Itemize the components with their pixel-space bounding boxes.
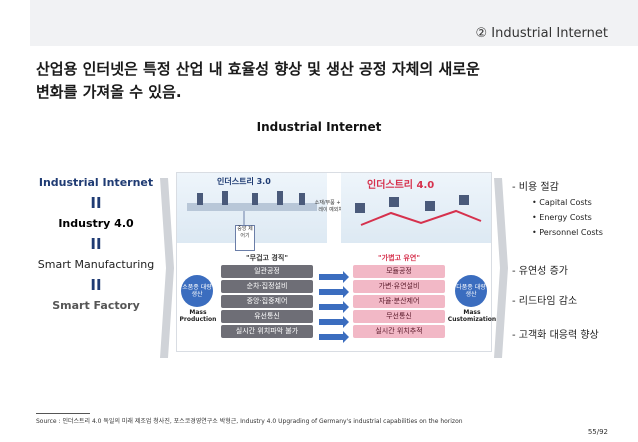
label-smart-factory: Smart Factory xyxy=(52,299,140,312)
central-controller: 중앙 제어기 xyxy=(235,225,255,251)
factory-4-0-scene: 인더스트리 4.0 xyxy=(341,173,491,243)
column-head-right: "가볍고 유연" xyxy=(378,254,420,262)
benefit-cost-reduction: - 비용 절감 xyxy=(512,182,559,193)
column-head-left: "무겁고 경직" xyxy=(246,254,288,262)
list-item: 순차·집정설비 xyxy=(221,280,313,293)
headline-line-2: 변화를 가져올 수 있음. xyxy=(36,83,182,101)
label-smart-manufacturing: Smart Manufacturing xyxy=(37,258,155,271)
industry-4-0-column: "가볍고 유연" 모듈공정 가변·유연설비 자율·분산제어 무선통신 실시간 위… xyxy=(353,253,445,340)
list-item: 무선통신 xyxy=(353,310,445,323)
robot-line-icon xyxy=(187,191,317,225)
benefit-lead-time: - 리드타임 감소 xyxy=(512,296,578,307)
label-industrial-internet: Industrial Internet xyxy=(38,176,154,189)
mass-customization-circle: 다품종 대량생산 xyxy=(455,275,487,307)
factory-3-0-scene: 인더스트리 3.0 중앙 제어기 xyxy=(177,173,327,251)
label-industry-4-0: Industry 4.0 xyxy=(58,217,134,230)
list-item: 일관공정 xyxy=(221,265,313,278)
list-item: 실시간 위치추적 xyxy=(353,325,445,338)
source-note: Source : 인더스트리 4.0 독일의 미래 제조업 청사진, 포스코경영… xyxy=(36,418,463,425)
list-item: 유선통신 xyxy=(221,310,313,323)
right-arrow-icon xyxy=(160,178,174,358)
headline-line-1: 산업용 인터넷은 특정 산업 내 효율성 향상 및 생산 공정 자체의 새로운 xyxy=(36,60,480,78)
modular-robots-icon xyxy=(355,195,482,226)
mass-customization-caption: Mass Customization xyxy=(447,309,497,323)
equals-separator: II xyxy=(90,276,102,294)
mass-production-caption: Mass Production xyxy=(179,309,217,323)
section-title: ② Industrial Internet xyxy=(475,26,608,41)
transition-arrows-icon xyxy=(319,271,349,343)
header-bar xyxy=(30,0,638,46)
equals-separator: II xyxy=(90,194,102,212)
industry-4-0-title: 인더스트리 4.0 xyxy=(367,180,435,191)
industry-3-0-title: 인더스트리 3.0 xyxy=(217,177,271,186)
equivalence-stack: Industrial Internet II Industry 4.0 II S… xyxy=(36,176,156,312)
cloud-label: 소재/부품 + 시뮬레이 예외처리 xyxy=(314,200,352,213)
list-item: 자율·분산제어 xyxy=(353,295,445,308)
list-item: 중앙·집중제어 xyxy=(221,295,313,308)
benefit-sub-item: • Capital Costs xyxy=(532,198,592,207)
benefit-sub-item: • Personnel Costs xyxy=(532,228,603,237)
list-item: 실시간 위치파악 불가 xyxy=(221,325,313,338)
industry-comparison-diagram: 인더스트리 3.0 중앙 제어기 소재/부품 + 시뮬레이 예외처리 인더스트리… xyxy=(176,172,496,352)
benefit-sub-item: • Energy Costs xyxy=(532,213,592,222)
industry-3-0-column: "무겁고 경직" 일관공정 순차·집정설비 중앙·집중제어 유선통신 실시간 위… xyxy=(221,253,313,340)
footnote-divider xyxy=(36,413,90,414)
equals-separator: II xyxy=(90,235,102,253)
list-item: 모듈공정 xyxy=(353,265,445,278)
benefit-flexibility: - 유연성 증가 xyxy=(512,266,568,277)
mass-production-circle: 소품종 대량생산 xyxy=(181,275,213,307)
main-title: Industrial Internet xyxy=(256,120,382,134)
benefit-customization: - 고객화 대응력 향상 xyxy=(512,330,599,341)
right-arrow-icon xyxy=(494,178,508,358)
headline: 산업용 인터넷은 특정 산업 내 효율성 향상 및 생산 공정 자체의 새로운 … xyxy=(36,58,616,104)
page-number: 55/92 xyxy=(587,428,608,436)
list-item: 가변·유연설비 xyxy=(353,280,445,293)
